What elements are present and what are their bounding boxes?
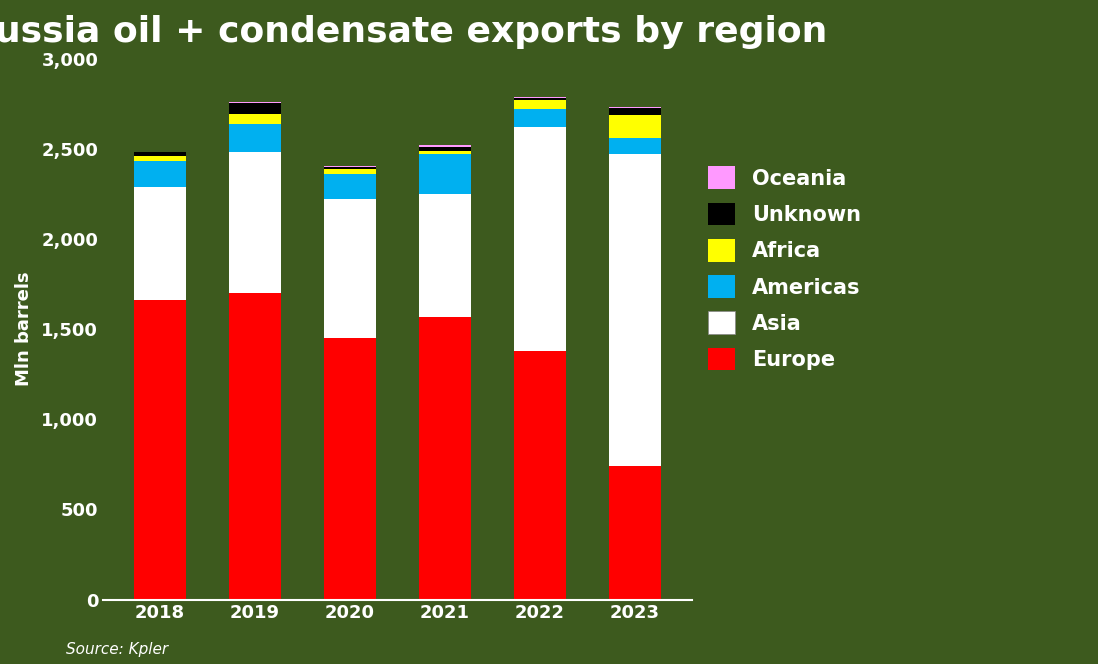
Bar (418, 154, 471, 194)
Bar (134, 153, 187, 156)
Bar (608, 154, 661, 466)
Bar (324, 338, 376, 600)
Bar (324, 167, 376, 169)
Bar (228, 124, 281, 153)
Bar (324, 169, 376, 174)
Text: Source: Kpler: Source: Kpler (66, 642, 168, 657)
Bar (514, 351, 565, 600)
Legend: Oceania, Unknown, Africa, Americas, Asia, Europe: Oceania, Unknown, Africa, Americas, Asia… (708, 167, 861, 371)
Y-axis label: Mln barrels: Mln barrels (15, 272, 33, 386)
Bar (228, 102, 281, 103)
Bar (418, 317, 471, 600)
Bar (418, 145, 471, 147)
Bar (514, 100, 565, 109)
Title: Russia oil + condensate exports by region: Russia oil + condensate exports by regio… (0, 15, 828, 49)
Bar (608, 115, 661, 138)
Bar (324, 166, 376, 167)
Bar (228, 114, 281, 124)
Bar (134, 187, 187, 300)
Bar (134, 161, 187, 187)
Bar (134, 151, 187, 153)
Bar (228, 293, 281, 600)
Bar (418, 151, 471, 154)
Bar (418, 147, 471, 151)
Bar (134, 300, 187, 600)
Bar (514, 127, 565, 351)
Bar (228, 103, 281, 114)
Bar (134, 156, 187, 161)
Bar (514, 98, 565, 100)
Bar (324, 174, 376, 199)
Bar (608, 466, 661, 600)
Bar (608, 108, 661, 115)
Bar (324, 199, 376, 338)
Bar (608, 138, 661, 154)
Bar (418, 194, 471, 317)
Bar (228, 153, 281, 293)
Bar (514, 109, 565, 127)
